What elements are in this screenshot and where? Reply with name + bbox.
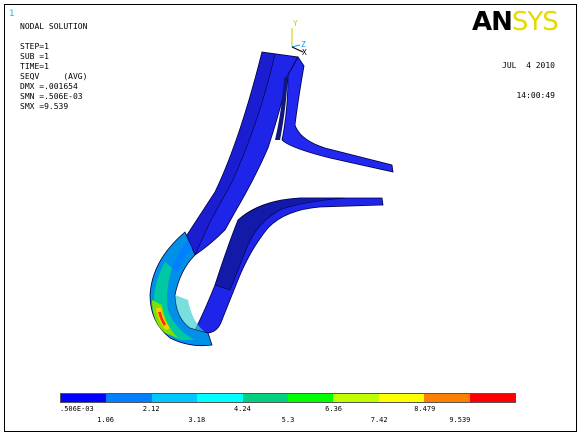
legend-swatch — [333, 394, 379, 402]
info-line: SMX =9.539 — [20, 102, 69, 111]
logo-sys: SYS — [511, 7, 559, 37]
legend-swatch — [151, 394, 198, 402]
legend-tick-label: 9.539 — [449, 416, 471, 424]
legend-swatch — [61, 394, 107, 402]
legend-tick-label: 2.12 — [142, 405, 160, 413]
info-line: NODAL SOLUTION — [20, 22, 88, 31]
legend-swatch — [242, 394, 289, 402]
legend-swatch — [378, 394, 425, 402]
graphics-border — [4, 4, 577, 432]
model-upper-arm — [184, 51, 394, 256]
ansys-logo: ANSYS — [472, 7, 559, 37]
legend-swatch — [288, 394, 334, 402]
legend-tick-label: 8.479 — [414, 405, 436, 413]
model-lower-arm — [194, 197, 384, 334]
legend-tick-label: 6.36 — [325, 405, 343, 413]
legend-tick-label: 1.06 — [97, 416, 115, 424]
legend-tick-label: 3.18 — [188, 416, 206, 424]
info-line: SMN =.506E-03 — [20, 92, 83, 101]
solution-info: NODAL SOLUTION STEP=1 SUB =1 TIME=1 SEQV (AV… — [20, 22, 87, 112]
window-number: 1 — [9, 9, 15, 19]
triad-x-label: X — [302, 48, 307, 57]
triad-z-label: Z — [301, 40, 306, 49]
legend-tick-label: 7.42 — [370, 416, 388, 424]
date-text: JUL 4 2010 — [502, 61, 555, 70]
legend-swatch — [424, 394, 470, 402]
legend-tick-label: 4.24 — [233, 405, 251, 413]
info-line: TIME=1 — [20, 62, 49, 71]
legend-swatch — [469, 394, 516, 402]
info-line: STEP=1 — [20, 42, 49, 51]
triad-y-label: Y — [293, 19, 298, 28]
legend-swatch — [197, 394, 243, 402]
legend-swatch — [106, 394, 152, 402]
date-time-block: JUL 4 2010 14:00:49 — [502, 41, 555, 121]
info-line: SEQV (AVG) — [20, 72, 88, 81]
model-hook — [149, 231, 213, 347]
logo-an: AN — [472, 7, 513, 37]
info-line: SUB =1 — [20, 52, 49, 61]
time-text: 14:00:49 — [516, 91, 555, 100]
info-line: DMX =.001654 — [20, 82, 78, 91]
legend-tick-label: 5.3 — [281, 416, 295, 424]
contour-legend-bar — [60, 393, 516, 403]
axis-triad-icon: Y Z X — [291, 19, 307, 57]
legend-tick-label: .506E-03 — [60, 405, 94, 413]
